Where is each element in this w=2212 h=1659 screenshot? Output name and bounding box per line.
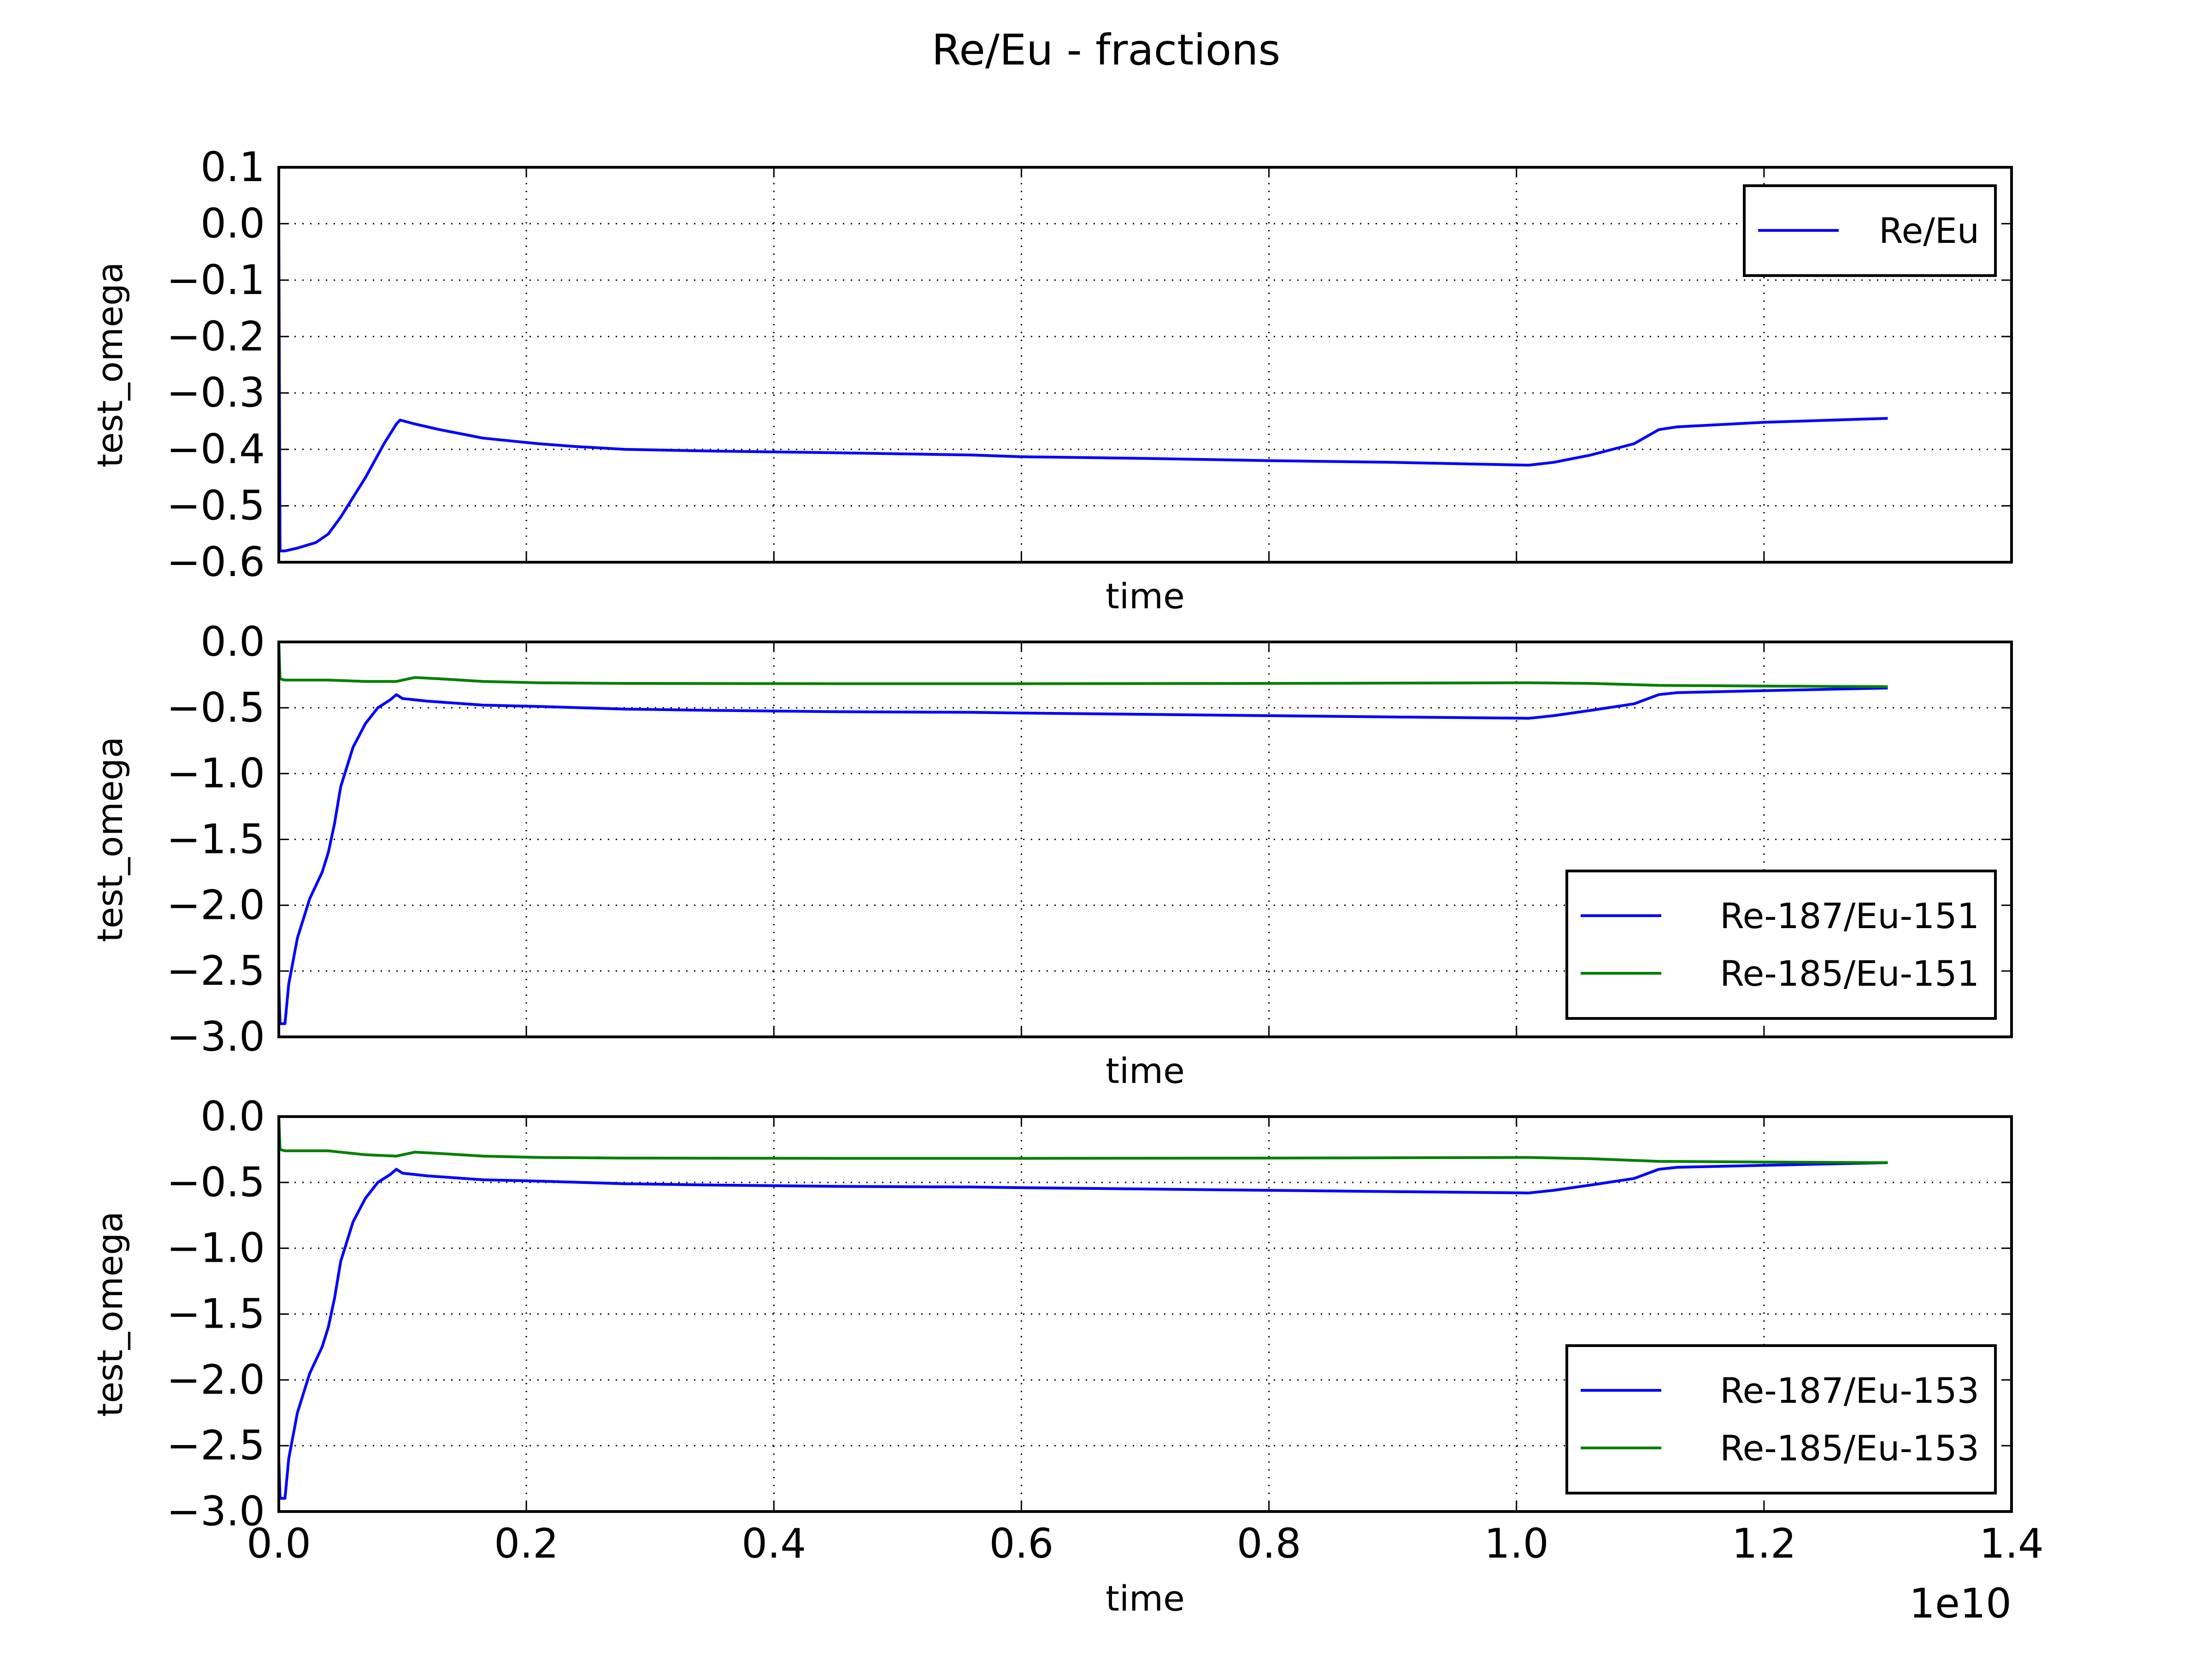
x-tick-label: 1.2 <box>1732 1520 1796 1567</box>
subplots: 0.1 0.0 −0.1 −0.2 −0.3 −0.4 −0.5 −0.6 time test_o… <box>89 143 2044 1619</box>
y-tick-label: −1.5 <box>166 1290 265 1338</box>
x-tick-label: 1.0 <box>1484 1520 1549 1567</box>
x-axis-label: time <box>1106 1578 1185 1619</box>
x-tick-label: 0.0 <box>247 1520 311 1567</box>
legend-entry: Re-187/Eu-153 <box>1720 1370 1979 1411</box>
y-tick-label: −0.3 <box>166 369 265 417</box>
y-tick-label: −3.0 <box>166 1488 265 1535</box>
series-line-2 <box>277 1116 1888 1164</box>
x-axis-label: time <box>1106 1050 1185 1091</box>
y-tick-label: 0.1 <box>200 143 265 191</box>
y-axis-label: test_omega <box>89 1211 130 1417</box>
x-tick-label: 1.4 <box>1979 1520 2044 1567</box>
y-tick-label: −0.2 <box>166 312 265 360</box>
y-tick-label: −2.5 <box>166 947 265 994</box>
legend-frame <box>1565 1344 1997 1494</box>
plot-frame <box>277 166 2013 564</box>
x-offset-label: 1e10 <box>1909 1580 2012 1627</box>
legend-entry: Re/Eu <box>1879 210 1979 251</box>
y-tick-label: −1.0 <box>166 750 265 797</box>
x-tick-label: 0.4 <box>741 1520 806 1567</box>
x-axis-label: time <box>1106 576 1185 617</box>
legend: Re-187/Eu-153 Re-185/Eu-153 <box>1565 1344 1997 1494</box>
y-tick-label: −3.0 <box>166 1013 265 1060</box>
y-tick-label: −1.0 <box>166 1224 265 1272</box>
y-tick-label: −2.0 <box>166 881 265 929</box>
plot-frame <box>277 1115 2013 1513</box>
legend-frame <box>1565 870 1997 1020</box>
y-tick-label: −0.4 <box>166 425 265 473</box>
series-line-1 <box>277 1161 1888 1500</box>
subplot-2: 0.0 −0.5 −1.0 −1.5 −2.0 −2.5 −3.0 time test_omeg… <box>89 618 2013 1091</box>
legend-entry: Re-187/Eu-151 <box>1720 895 1979 936</box>
y-tick-label: 0.0 <box>200 200 265 247</box>
y-tick-label: 0.0 <box>200 618 265 665</box>
legend: Re-187/Eu-151 Re-185/Eu-151 <box>1565 870 1997 1020</box>
y-axis-label: test_omega <box>89 262 130 467</box>
legend-entry: Re-185/Eu-153 <box>1720 1428 1979 1469</box>
y-tick-label: 0.0 <box>200 1093 265 1140</box>
y-tick-label: −0.6 <box>166 538 265 586</box>
series-line-2 <box>277 641 1888 688</box>
y-tick-label: −2.0 <box>166 1356 265 1403</box>
series-line-1 <box>277 687 1888 1025</box>
legend: Re/Eu <box>1743 184 1997 277</box>
x-tick-label: 0.2 <box>494 1520 559 1567</box>
plot-frame <box>277 641 2013 1038</box>
y-tick-label: −0.5 <box>166 482 265 529</box>
subplot-1: 0.1 0.0 −0.1 −0.2 −0.3 −0.4 −0.5 −0.6 time test_o… <box>89 143 2013 617</box>
y-tick-label: −2.5 <box>166 1422 265 1469</box>
y-tick-label: −1.5 <box>166 816 265 863</box>
x-tick-label: 0.6 <box>989 1520 1053 1567</box>
y-tick-label: −0.5 <box>166 1159 265 1206</box>
y-tick-label: −0.1 <box>166 256 265 304</box>
y-tick-label: −0.5 <box>166 684 265 731</box>
legend-entry: Re-185/Eu-151 <box>1720 953 1979 994</box>
x-tick-label: 0.8 <box>1237 1520 1301 1567</box>
figure-title: Re/Eu - fractions <box>932 25 1281 75</box>
y-axis-label: test_omega <box>89 736 130 942</box>
series-line-1 <box>277 224 1888 553</box>
subplot-3: 0.0−0.5−1.0−1.5−2.0−2.5−3.00.0 0.2 0.4 0.6 0… <box>89 1093 2044 1619</box>
